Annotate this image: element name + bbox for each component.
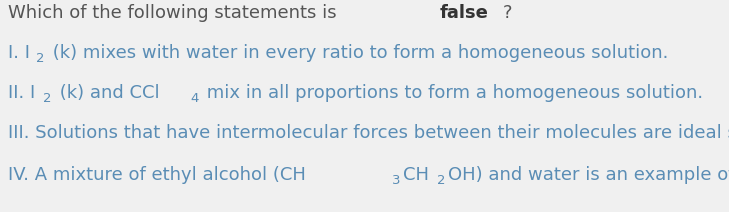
Text: mix in all proportions to form a homogeneous solution.: mix in all proportions to form a homogen… xyxy=(201,84,703,102)
Text: false: false xyxy=(440,4,488,22)
Text: OH) and water is an example of the ideal solution.: OH) and water is an example of the ideal… xyxy=(448,166,729,184)
Text: II. I: II. I xyxy=(8,84,35,102)
Text: 4: 4 xyxy=(190,92,199,105)
Text: Which of the following statements is: Which of the following statements is xyxy=(8,4,343,22)
Text: 2: 2 xyxy=(437,174,445,187)
Text: 2: 2 xyxy=(43,92,52,105)
Text: 2: 2 xyxy=(36,52,45,65)
Text: (k) and CCl: (k) and CCl xyxy=(54,84,160,102)
Text: I. I: I. I xyxy=(8,44,30,62)
Text: III. Solutions that have intermolecular forces between their molecules are ideal: III. Solutions that have intermolecular … xyxy=(8,124,729,142)
Text: 3: 3 xyxy=(392,174,401,187)
Text: ?: ? xyxy=(502,4,512,22)
Text: IV. A mixture of ethyl alcohol (CH: IV. A mixture of ethyl alcohol (CH xyxy=(8,166,306,184)
Text: CH: CH xyxy=(403,166,429,184)
Text: (k) mixes with water in every ratio to form a homogeneous solution.: (k) mixes with water in every ratio to f… xyxy=(47,44,668,62)
